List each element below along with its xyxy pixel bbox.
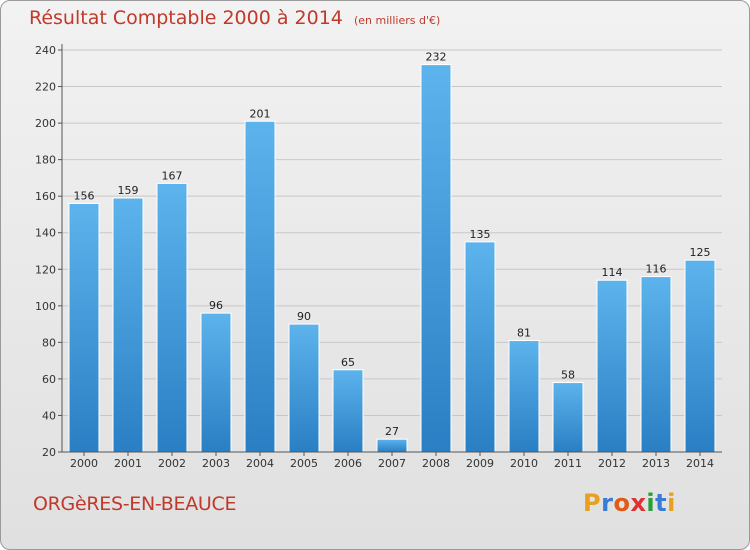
x-tick-label: 2013 — [642, 457, 670, 470]
bar — [200, 312, 232, 453]
x-tick-label: 2000 — [70, 457, 98, 470]
y-tick-label: 20 — [42, 446, 56, 459]
x-tick-label: 2003 — [202, 457, 230, 470]
x-tick-label: 2005 — [290, 457, 318, 470]
bar — [68, 202, 100, 453]
data-label: 96 — [209, 299, 223, 312]
data-label: 156 — [74, 189, 95, 202]
y-tick-label: 200 — [35, 117, 56, 130]
data-label: 114 — [602, 266, 623, 279]
bar — [376, 438, 408, 453]
y-tick-label: 220 — [35, 81, 56, 94]
logo-letter: t — [655, 489, 668, 517]
bar — [508, 340, 540, 453]
y-tick-label: 240 — [35, 44, 56, 57]
proxiti-logo: Proxiti — [583, 489, 676, 517]
data-label: 232 — [426, 51, 447, 64]
y-tick-label: 140 — [35, 227, 56, 240]
y-tick-label: 60 — [42, 373, 56, 386]
bar — [288, 323, 320, 453]
x-tick-label: 2008 — [422, 457, 450, 470]
bar — [332, 369, 364, 453]
logo-letter: o — [613, 489, 631, 517]
x-tick-label: 2014 — [686, 457, 714, 470]
y-tick-label: 100 — [35, 300, 56, 313]
data-label: 159 — [118, 184, 139, 197]
data-label: 27 — [385, 425, 399, 438]
bar — [640, 276, 672, 453]
bar — [420, 64, 452, 453]
x-tick-label: 2009 — [466, 457, 494, 470]
x-tick-label: 2006 — [334, 457, 362, 470]
x-tick-label: 2004 — [246, 457, 274, 470]
x-tick-label: 2011 — [554, 457, 582, 470]
data-label: 58 — [561, 369, 575, 382]
y-tick-label: 160 — [35, 190, 56, 203]
logo-letter: x — [630, 489, 647, 517]
bar — [596, 279, 628, 453]
y-tick-label: 120 — [35, 263, 56, 276]
x-tick-label: 2012 — [598, 457, 626, 470]
chart-subtitle: (en milliers d'€) — [353, 14, 441, 27]
x-tick-label: 2010 — [510, 457, 538, 470]
bar — [684, 259, 716, 453]
data-label: 125 — [690, 246, 711, 259]
y-tick-label: 180 — [35, 154, 56, 167]
x-tick-label: 2001 — [114, 457, 142, 470]
y-tick-label: 40 — [42, 409, 56, 422]
bar — [156, 182, 188, 453]
chart-title-main: Résultat Comptable 2000 à 2014 — [29, 7, 343, 29]
data-label: 81 — [517, 327, 531, 340]
data-label: 135 — [470, 228, 491, 241]
bar-layer: 156 159 167 96 201 90 65 27 232 135 81 58 114 116 125 — [68, 51, 716, 453]
logo-letter: i — [667, 489, 676, 517]
x-tick-label: 2007 — [378, 457, 406, 470]
commune-name: ORGèRES-EN-BEAUCE — [33, 493, 237, 515]
data-label: 65 — [341, 356, 355, 369]
chart-title: Résultat Comptable 2000 à 2014 (en milli… — [29, 7, 440, 29]
data-label: 116 — [646, 263, 667, 276]
logo-letter: i — [646, 489, 656, 517]
data-label: 90 — [297, 310, 311, 323]
data-label: 167 — [162, 169, 183, 182]
logo-letter: P — [583, 489, 602, 517]
data-label: 201 — [250, 107, 271, 120]
bar — [552, 382, 584, 453]
axis-layer: 20 40 60 80 100 120 140 160 180 200 220 240 2000 2001… — [35, 44, 722, 470]
logo-letter: r — [601, 489, 614, 517]
bar — [464, 241, 496, 453]
bar — [244, 120, 276, 453]
bar — [112, 197, 144, 453]
y-tick-label: 80 — [42, 336, 56, 349]
x-tick-label: 2002 — [158, 457, 186, 470]
